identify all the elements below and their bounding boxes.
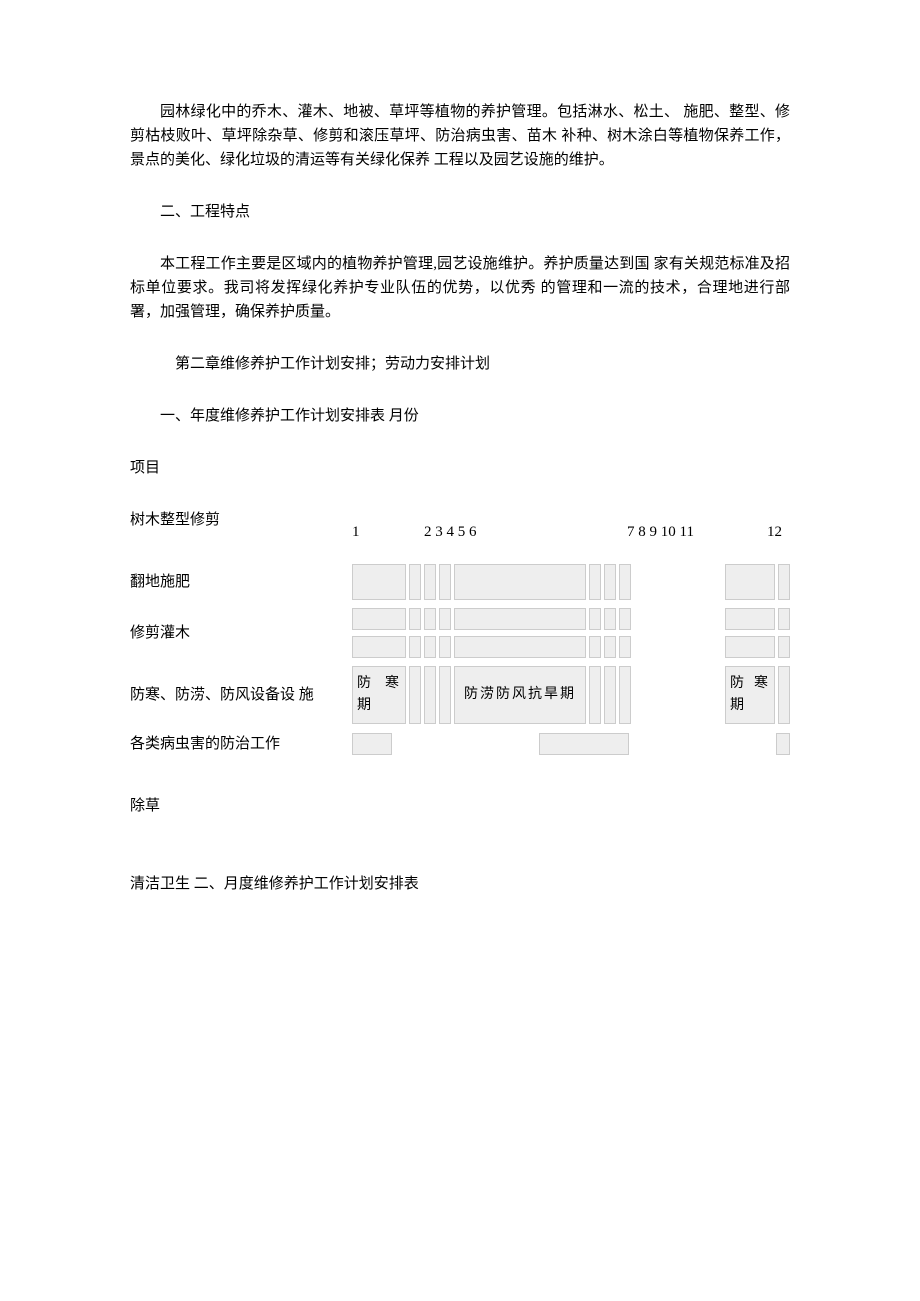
schedule-cell [619, 636, 631, 658]
table-row: 防寒、防涝、防风设备设 施 防 寒期 防涝防风抗旱期 防 寒期 [130, 666, 790, 724]
schedule-cell [725, 636, 775, 658]
table-row: 除草 [130, 794, 790, 818]
chapter-2-heading: 第二章维修养护工作计划安排；劳动力安排计划 [130, 352, 790, 376]
schedule-cell [604, 608, 616, 630]
schedule-cell [604, 564, 616, 600]
schedule-cell [589, 564, 601, 600]
row-label-cleaning-monthly: 清洁卫生 二、月度维修养护工作计划安排表 [130, 872, 790, 896]
schedule-cell [725, 608, 775, 630]
row-label-weeding: 除草 [130, 794, 352, 818]
schedule-cell [439, 666, 451, 724]
schedule-cell [439, 608, 451, 630]
schedule-cell [778, 666, 790, 724]
schedule-cell [409, 564, 421, 600]
schedule-cell [454, 564, 586, 600]
month-12: 12 [767, 520, 782, 544]
schedule-cell [352, 733, 392, 755]
project-label: 项目 [130, 456, 790, 480]
schedule-cell [439, 636, 451, 658]
table-row: 修剪灌木 [130, 608, 790, 658]
schedule-cell [589, 666, 601, 724]
month-2-6: 2 3 4 5 6 [424, 520, 477, 544]
schedule-cell [409, 666, 421, 724]
schedule-cell [589, 608, 601, 630]
schedule-cell [589, 636, 601, 658]
annual-plan-heading: 一、年度维修养护工作计划安排表 月份 [130, 404, 790, 428]
schedule-cell [619, 666, 631, 724]
schedule-cell [604, 666, 616, 724]
row-label-shrub-prune: 修剪灌木 [130, 621, 352, 645]
paragraph-features: 本工程工作主要是区域内的植物养护管理,园艺设施维护。养护质量达到国 家有关规范标… [130, 252, 790, 324]
schedule-cell [778, 564, 790, 600]
schedule-cell [409, 636, 421, 658]
row-label-weather-protection: 防寒、防涝、防风设备设 施 [130, 669, 352, 721]
schedule-cell [424, 636, 436, 658]
schedule-cell [539, 733, 629, 755]
schedule-cell [424, 564, 436, 600]
row-label-fertilize: 翻地施肥 [130, 570, 352, 594]
cold-period-2-cell: 防 寒期 [725, 666, 775, 724]
schedule-cell [352, 608, 406, 630]
schedule-cell [778, 636, 790, 658]
schedule-cell [778, 608, 790, 630]
schedule-cell [776, 733, 790, 755]
schedule-cell [604, 636, 616, 658]
schedule-cell [454, 608, 586, 630]
schedule-cell [619, 564, 631, 600]
table-row: 各类病虫害的防治工作 [130, 732, 790, 756]
schedule-table: 树木整型修剪 1 2 3 4 5 6 7 8 9 10 11 12 翻地施肥 修… [130, 508, 790, 896]
schedule-cell [619, 608, 631, 630]
schedule-cell [409, 608, 421, 630]
paragraph-scope: 园林绿化中的乔木、灌木、地被、草坪等植物的养护管理。包括淋水、松土、 施肥、整型… [130, 100, 790, 172]
row-label-tree-pruning: 树木整型修剪 [130, 508, 352, 532]
schedule-cell [424, 666, 436, 724]
table-row: 清洁卫生 二、月度维修养护工作计划安排表 [130, 872, 790, 896]
month-7-11: 7 8 9 10 11 [627, 520, 694, 544]
section-2-heading: 二、工程特点 [130, 200, 790, 224]
schedule-cell [352, 636, 406, 658]
schedule-cell [424, 608, 436, 630]
schedule-cell [439, 564, 451, 600]
cold-period-1-cell: 防 寒期 [352, 666, 406, 724]
table-row: 翻地施肥 [130, 564, 790, 600]
month-1: 1 [352, 520, 360, 544]
flood-wind-period-cell: 防涝防风抗旱期 [454, 666, 586, 724]
schedule-cell [725, 564, 775, 600]
row-label-pest-control: 各类病虫害的防治工作 [130, 732, 352, 756]
schedule-cell [352, 564, 406, 600]
schedule-cell [454, 636, 586, 658]
table-row: 树木整型修剪 1 2 3 4 5 6 7 8 9 10 11 12 [130, 508, 790, 532]
